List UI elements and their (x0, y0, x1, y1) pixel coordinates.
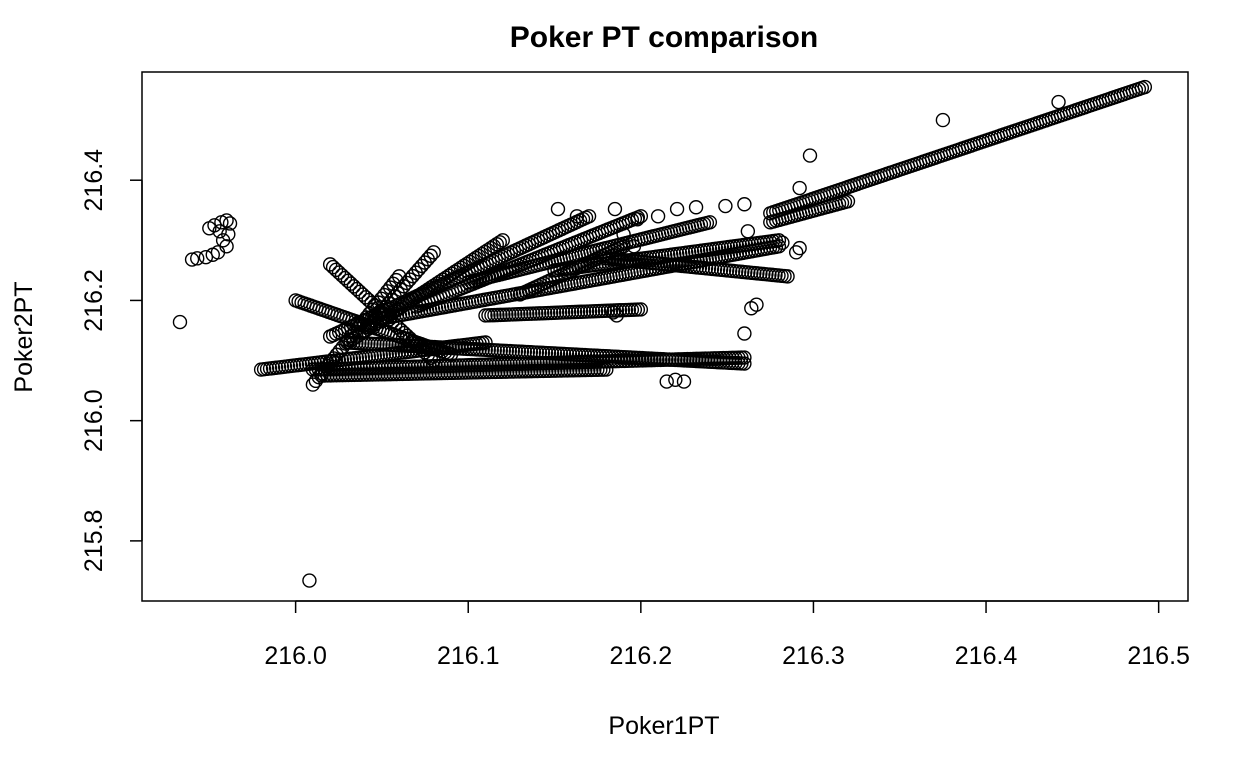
x-axis: 216.0 216.1 216.2 216.3 216.4 216.5 (264, 600, 1190, 670)
data-point (426, 245, 441, 260)
data-point (423, 248, 438, 263)
data-point (669, 201, 685, 217)
x-axis-label: Poker1PT (608, 712, 719, 740)
data-point (219, 239, 234, 254)
data-point (616, 239, 631, 254)
chart-title: Poker PT comparison (510, 21, 818, 54)
data-point (650, 209, 666, 224)
data-point (702, 215, 718, 230)
data-point (391, 269, 407, 284)
data-point (737, 356, 752, 371)
data-point (581, 209, 597, 224)
data-point (780, 269, 795, 284)
data-point (771, 233, 787, 248)
data-point (718, 198, 733, 214)
y-tick-label: 216.4 (80, 149, 108, 212)
data-point (210, 245, 226, 260)
data-point (423, 350, 438, 365)
data-point (1051, 94, 1066, 110)
y-axis: 215.8 216.0 216.2 216.4 (80, 149, 143, 573)
data-point (184, 252, 200, 267)
data-point (172, 314, 188, 330)
data-point (212, 224, 227, 239)
x-tick-label: 216.2 (610, 642, 673, 670)
x-tick-label: 216.5 (1127, 642, 1190, 670)
y-tick-label: 216.0 (80, 389, 108, 452)
data-point (495, 233, 510, 248)
y-axis-label: Poker2PT (10, 281, 38, 392)
scatter-points (172, 79, 1153, 588)
data-point (740, 224, 756, 239)
data-point (688, 200, 704, 215)
data-point (633, 209, 649, 224)
y-tick-label: 216.2 (80, 269, 108, 332)
data-point (550, 201, 566, 217)
x-tick-label: 216.1 (437, 642, 500, 670)
data-point (633, 302, 649, 317)
data-point (935, 112, 951, 128)
data-point (1137, 79, 1153, 95)
data-point (219, 213, 234, 228)
data-point (737, 326, 752, 341)
y-tick-label: 215.8 (80, 510, 108, 573)
data-point (222, 216, 238, 231)
data-point (607, 201, 623, 217)
x-tick-label: 216.3 (782, 642, 845, 670)
data-point (668, 372, 683, 387)
plot-area-frame (141, 71, 1189, 602)
data-point (802, 148, 818, 163)
data-point (737, 197, 752, 212)
data-point (659, 374, 674, 389)
data-point (788, 245, 804, 260)
data-point (443, 347, 459, 362)
x-tick-label: 216.0 (264, 642, 327, 670)
data-point (190, 251, 205, 266)
data-point (426, 353, 441, 368)
data-point (221, 227, 236, 242)
data-point (302, 573, 317, 588)
data-point (198, 249, 214, 265)
data-point (749, 297, 764, 312)
data-point (676, 374, 692, 389)
data-point (389, 272, 404, 288)
data-point (840, 194, 856, 209)
data-point (792, 180, 807, 196)
data-point (492, 235, 507, 250)
data-point (792, 240, 807, 256)
x-tick-label: 216.4 (955, 642, 1018, 670)
